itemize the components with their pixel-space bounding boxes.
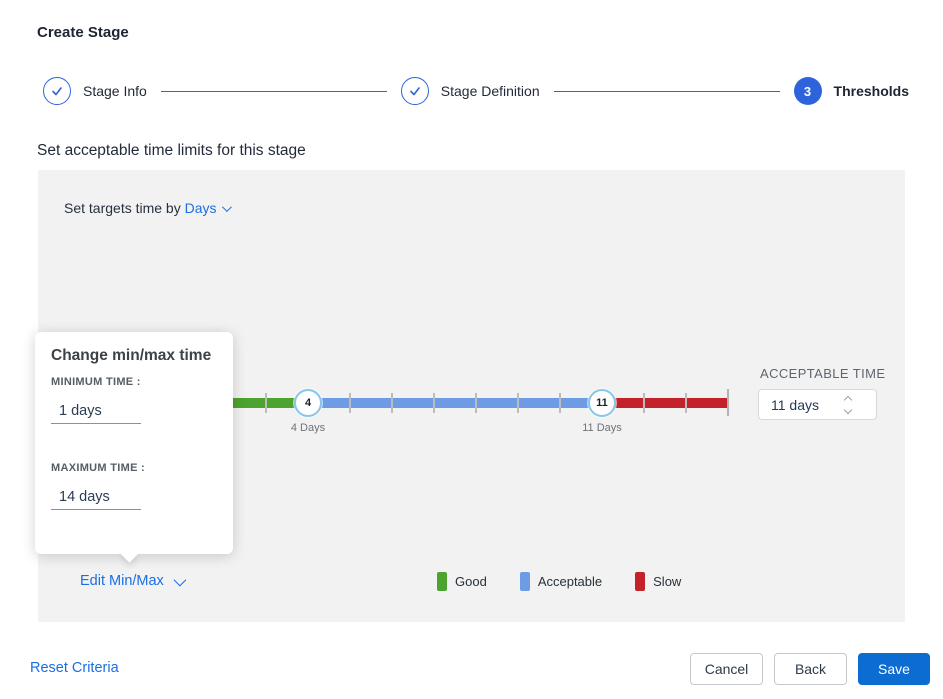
acceptable-time-box (758, 389, 877, 420)
step-stage-definition[interactable]: Stage Definition (400, 77, 540, 105)
legend-item-slow: Slow (635, 572, 681, 591)
step-label: Stage Info (83, 83, 147, 99)
edit-minmax-label: Edit Min/Max (80, 573, 164, 589)
step-connector (553, 90, 780, 92)
legend-label: Slow (653, 574, 682, 589)
slider-tick (517, 393, 519, 413)
slider-tick (433, 393, 435, 413)
legend-item-acceptable: Acceptable (519, 572, 603, 591)
step-label: Stage Definition (440, 83, 540, 99)
slider-segment-acceptable (308, 398, 602, 408)
slider-tick (643, 393, 645, 413)
save-button[interactable]: Save (858, 653, 930, 685)
slider-segment-slow (602, 398, 728, 408)
back-button[interactable]: Back (774, 653, 847, 685)
set-targets-row: Set targets time by Days (64, 200, 232, 216)
slider-handle-min[interactable]: 4 (294, 389, 322, 417)
acceptable-time-label: ACCEPTABLE TIME (760, 366, 886, 381)
step-complete-icon (43, 77, 71, 105)
step-number-badge: 3 (793, 77, 822, 105)
slider-tick (559, 393, 561, 413)
minimum-time-input[interactable] (51, 398, 141, 424)
page-title: Create Stage (37, 24, 129, 41)
slider-handle-max-label: 11 Days (582, 422, 622, 434)
slider-tick (475, 393, 477, 413)
spinner-down-icon[interactable] (843, 405, 853, 414)
slider-track (182, 398, 728, 408)
slider-tick (265, 393, 267, 413)
slider-tick (391, 393, 393, 413)
reset-criteria-link[interactable]: Reset Criteria (30, 660, 119, 676)
maximum-time-label: MAXIMUM TIME : (51, 462, 146, 474)
step-complete-icon (400, 77, 429, 105)
set-targets-label: Set targets time by (64, 200, 181, 216)
step-label: Thresholds (833, 83, 910, 99)
slider-tick (349, 393, 351, 413)
legend-label: Good (455, 574, 487, 589)
acceptable-time-stepper[interactable] (843, 395, 853, 414)
change-minmax-popup: Change min/max time MINIMUM TIME : MAXIM… (35, 332, 233, 563)
popup-title: Change min/max time (51, 347, 212, 364)
cancel-button[interactable]: Cancel (690, 653, 763, 685)
legend: Good Acceptable Slow (437, 572, 714, 591)
chevron-down-icon (173, 573, 187, 586)
slider-tick (685, 393, 687, 413)
chevron-down-icon (221, 201, 232, 212)
unit-dropdown[interactable]: Days (184, 200, 232, 216)
threshold-slider: 4 11 4 Days 11 Days (181, 389, 729, 442)
slider-segment-good (182, 398, 308, 408)
unit-dropdown-value: Days (184, 200, 217, 216)
acceptable-time-input[interactable] (759, 396, 843, 413)
wizard-stepper: Stage Info Stage Definition 3 Thresholds (43, 76, 909, 106)
slider-handle-max[interactable]: 11 (588, 389, 616, 417)
spinner-up-icon[interactable] (843, 395, 853, 404)
legend-swatch-acceptable (519, 572, 530, 591)
edit-minmax-link[interactable]: Edit Min/Max (80, 573, 187, 589)
legend-item-good: Good (437, 572, 487, 591)
legend-swatch-good (437, 572, 447, 591)
legend-swatch-slow (635, 572, 646, 591)
maximum-time-input[interactable] (51, 484, 141, 510)
footer-buttons: Cancel Back Save (690, 653, 930, 685)
step-thresholds[interactable]: 3 Thresholds (793, 77, 910, 105)
step-stage-info[interactable]: Stage Info (43, 77, 147, 105)
minimum-time-label: MINIMUM TIME : (51, 376, 141, 388)
step-connector (160, 90, 387, 92)
slider-tick (727, 389, 729, 416)
section-heading: Set acceptable time limits for this stag… (37, 142, 306, 159)
slider-handle-min-label: 4 Days (290, 422, 326, 434)
legend-label: Acceptable (537, 574, 603, 589)
